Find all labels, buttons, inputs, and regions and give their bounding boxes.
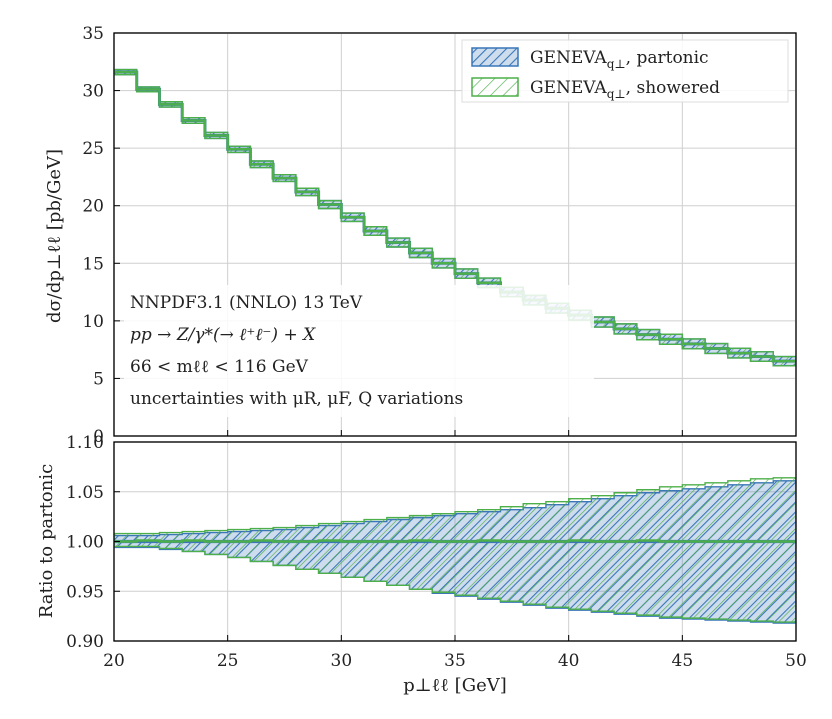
x-tick-label: 35 <box>444 651 466 671</box>
x-tick-label: 50 <box>785 651 807 671</box>
x-tick-label: 30 <box>331 651 353 671</box>
x-tick-label: 40 <box>558 651 580 671</box>
ratio-y-tick-label: 1.00 <box>66 533 104 553</box>
x-tick-label: 20 <box>103 651 125 671</box>
main-y-tick-label: 30 <box>82 82 104 102</box>
main-y-tick-label: 20 <box>82 197 104 217</box>
main-line-showered <box>114 70 796 363</box>
legend-swatch-showered <box>471 77 519 97</box>
y-axis-title-main-text: dσ/dp⊥ℓℓ [pb/GeV] <box>44 149 65 323</box>
ratio-y-tick-label: 0.90 <box>66 632 104 652</box>
main-y-tick-label: 5 <box>93 369 104 389</box>
annotations: NNPDF3.1 (NNLO) 13 TeV pp → Z/γ*(→ ℓ⁺ℓ⁻)… <box>124 285 594 417</box>
y-axis-title-ratio-text: Ratio to partonic <box>36 464 57 618</box>
ratio-lines <box>114 539 796 544</box>
ratio-bands <box>114 477 796 624</box>
ratio-panel: 0.90 0.95 1.00 1.05 1.10 20 25 30 35 40 45 50 <box>66 433 807 671</box>
main-lines <box>114 70 796 363</box>
legend-suffix-showered: , showered <box>626 78 721 98</box>
ratio-y-ticks: 0.90 0.95 1.00 1.05 1.10 <box>66 433 120 652</box>
annotation-box <box>124 285 594 417</box>
legend: GENEVAq⊥, partonic GENEVAq⊥, showered <box>461 39 789 103</box>
x-axis-title-text: p⊥ℓℓ [GeV] <box>403 675 507 696</box>
x-ticks: 20 25 30 35 40 45 50 <box>103 651 807 671</box>
legend-sub-showered: q⊥ <box>607 87 626 101</box>
annotation-pdf: NNPDF3.1 (NNLO) 13 TeV <box>130 293 363 313</box>
legend-swatch-partonic <box>471 47 519 67</box>
main-y-tick-label: 15 <box>82 254 104 274</box>
main-y-tick-label: 10 <box>82 312 104 332</box>
x-tick-label: 25 <box>217 651 239 671</box>
main-y-tick-label: 35 <box>82 24 104 44</box>
y-axis-title-main: dσ/dp⊥ℓℓ [pb/GeV] <box>44 149 65 323</box>
legend-geneva-showered: GENEVA <box>530 78 607 98</box>
x-tick-label: 45 <box>672 651 694 671</box>
main-y-tick-label: 0 <box>93 427 104 447</box>
legend-label-showered: GENEVAq⊥, showered <box>530 78 720 101</box>
annotation-process: pp → Z/γ*(→ ℓ⁺ℓ⁻) + X <box>130 325 316 345</box>
y-axis-title-ratio: Ratio to partonic <box>36 464 57 618</box>
ratio-y-tick-label: 1.10 <box>66 433 104 453</box>
ratio-y-tick-label: 1.05 <box>66 483 104 503</box>
main-y-ticks: 0 5 10 15 20 25 30 35 <box>82 24 120 447</box>
legend-suffix-partonic: , partonic <box>626 48 709 68</box>
legend-geneva-partonic: GENEVA <box>530 48 607 68</box>
x-axis-title: p⊥ℓℓ [GeV] <box>403 675 507 696</box>
legend-sub-partonic: q⊥ <box>607 57 626 71</box>
ratio-band-showered <box>114 477 796 623</box>
main-y-tick-label: 25 <box>82 139 104 159</box>
ratio-line-showered <box>114 539 796 543</box>
legend-label-partonic: GENEVAq⊥, partonic <box>530 48 709 71</box>
annotation-mass-window: 66 < mℓℓ < 116 GeV <box>130 357 309 377</box>
annotation-uncertainties: uncertainties with μR, μF, Q variations <box>130 389 463 409</box>
ratio-y-tick-label: 0.95 <box>66 582 104 602</box>
